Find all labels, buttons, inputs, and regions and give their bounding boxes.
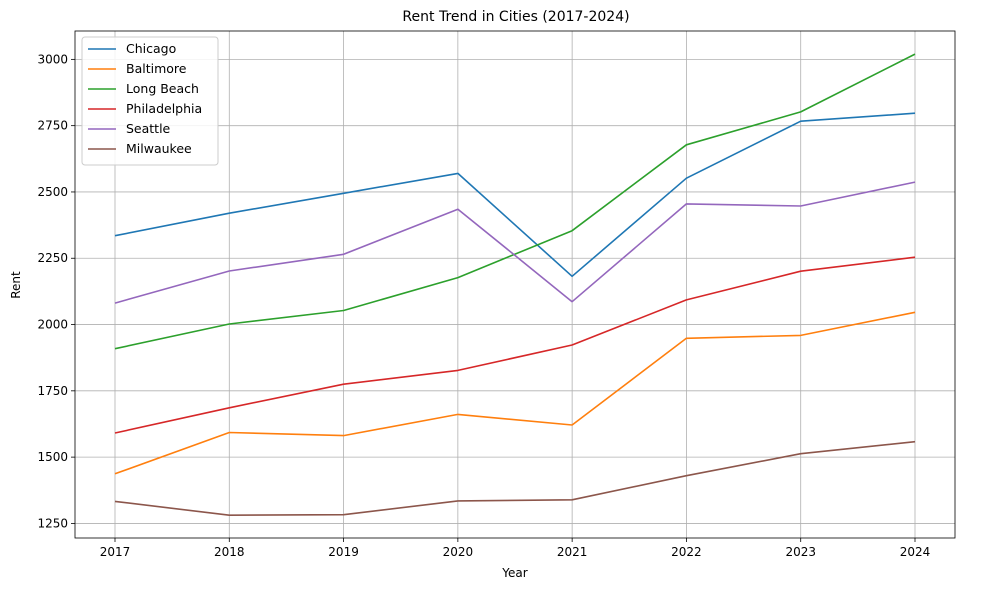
x-tick-label: 2021 xyxy=(557,545,588,559)
legend-label-baltimore: Baltimore xyxy=(126,61,187,76)
series-line-baltimore xyxy=(114,311,916,475)
plot-area-frame xyxy=(74,30,956,539)
y-tick-label: 2750 xyxy=(37,119,68,133)
legend-label-philadelphia: Philadelphia xyxy=(126,101,202,116)
series-line-long-beach xyxy=(114,53,916,350)
series-lines xyxy=(114,53,916,517)
legend-label-long-beach: Long Beach xyxy=(126,81,199,96)
y-tick-label: 2250 xyxy=(37,251,68,265)
x-tick-label: 2017 xyxy=(100,545,131,559)
y-tick-label: 1500 xyxy=(37,450,68,464)
series-line-philadelphia xyxy=(114,256,916,434)
legend-label-chicago: Chicago xyxy=(126,41,176,56)
x-tick-label: 2022 xyxy=(671,545,702,559)
series-line-chicago xyxy=(114,112,916,278)
y-tick-label: 2500 xyxy=(37,185,68,199)
x-tick-label: 2024 xyxy=(900,545,931,559)
y-axis-label: Rent xyxy=(9,271,23,299)
legend-label-milwaukee: Milwaukee xyxy=(126,141,192,156)
x-axis-ticks: 2017 2018 2019 2020 2021 2022 2023 2024 xyxy=(100,538,931,559)
grid-lines xyxy=(75,31,955,538)
x-tick-label: 2023 xyxy=(785,545,816,559)
y-axis-ticks: 1250 1500 1750 2000 2250 2500 2750 3000 xyxy=(37,52,75,530)
series-line-seattle xyxy=(114,181,916,304)
x-tick-label: 2020 xyxy=(443,545,474,559)
series-line-milwaukee xyxy=(114,440,916,517)
legend: Chicago Baltimore Long Beach Philadelphia Se… xyxy=(81,36,219,166)
x-tick-label: 2019 xyxy=(328,545,359,559)
legend-label-seattle: Seattle xyxy=(126,121,171,136)
x-axis-label: Year xyxy=(501,566,527,580)
chart-title: Rent Trend in Cities (2017-2024) xyxy=(402,9,629,25)
y-tick-label: 1750 xyxy=(37,384,68,398)
y-tick-label: 2000 xyxy=(37,318,68,332)
x-tick-label: 2018 xyxy=(214,545,245,559)
y-tick-label: 3000 xyxy=(37,52,68,66)
y-tick-label: 1250 xyxy=(37,516,68,530)
